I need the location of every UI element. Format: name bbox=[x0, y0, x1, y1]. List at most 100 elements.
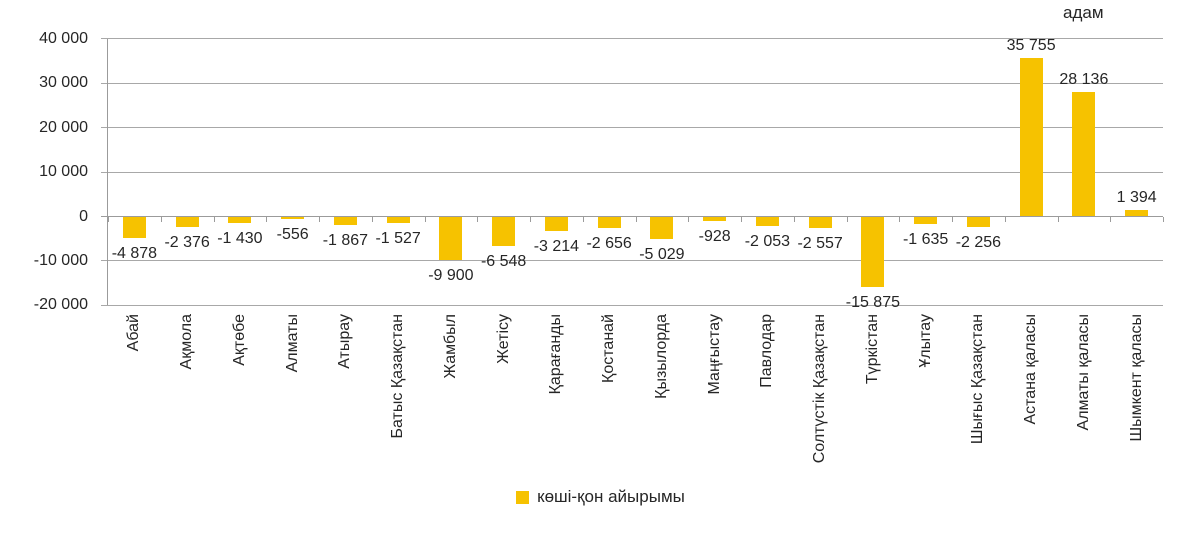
bar bbox=[597, 216, 621, 229]
bar-value-label: -2 053 bbox=[744, 232, 791, 250]
bar-value-label: -556 bbox=[276, 225, 309, 243]
category-label: Жамбыл bbox=[441, 314, 459, 379]
gridline bbox=[101, 216, 1163, 217]
bar bbox=[386, 216, 410, 224]
bar-value-label: -3 214 bbox=[533, 237, 580, 255]
bar-value-label: -4 878 bbox=[111, 245, 158, 263]
bar bbox=[914, 216, 938, 224]
category-axis-tick bbox=[846, 217, 848, 222]
gridline bbox=[101, 304, 1163, 306]
bar-value-label: -1 635 bbox=[902, 230, 949, 248]
bar-value-label: -928 bbox=[698, 227, 731, 245]
category-axis-tick bbox=[266, 217, 268, 222]
gridline bbox=[101, 127, 1163, 129]
y-axis-tick-label: 0 bbox=[79, 207, 88, 225]
gridline bbox=[101, 171, 1163, 173]
category-label: Ақмола bbox=[178, 314, 196, 370]
category-label: Батыс Қазақстан bbox=[389, 314, 407, 439]
bar-value-label: -5 029 bbox=[639, 245, 685, 263]
category-label: Қарағанды bbox=[547, 314, 565, 395]
category-axis-tick bbox=[899, 217, 901, 222]
bar bbox=[650, 216, 674, 239]
category-axis-tick bbox=[424, 217, 426, 222]
legend-color-swatch bbox=[516, 490, 530, 504]
category-axis-tick bbox=[1004, 217, 1006, 222]
gridline bbox=[101, 260, 1163, 262]
category-label: Ұлытау bbox=[916, 314, 934, 368]
bar bbox=[703, 216, 727, 221]
bar bbox=[439, 216, 463, 261]
bar bbox=[122, 216, 146, 239]
category-label: Астана қаласы bbox=[1022, 314, 1040, 425]
category-label: Жетісу bbox=[494, 314, 512, 364]
category-label: Алматы қаласы bbox=[1074, 314, 1092, 431]
category-axis-tick bbox=[530, 217, 531, 222]
category-axis-tick bbox=[477, 217, 479, 222]
bar-value-label: -9 900 bbox=[428, 267, 474, 285]
bar-value-label: -1 527 bbox=[375, 230, 421, 248]
y-axis-tick-label: -10 000 bbox=[33, 251, 88, 269]
category-label: Алматы bbox=[283, 314, 301, 373]
bar-value-label: -15 875 bbox=[845, 293, 900, 311]
category-axis-tick bbox=[319, 217, 320, 222]
bar-value-label: -2 256 bbox=[955, 233, 1002, 251]
category-label: Түркістан bbox=[863, 314, 881, 385]
legend: көші-қон айырымы bbox=[0, 487, 1201, 507]
category-label: Маңғыстау bbox=[705, 314, 723, 395]
bar bbox=[1072, 91, 1096, 217]
category-axis-tick bbox=[108, 217, 109, 222]
y-axis-tick-label: 40 000 bbox=[39, 29, 88, 47]
bar bbox=[755, 216, 779, 226]
category-axis-tick bbox=[635, 217, 637, 222]
y-axis-line bbox=[107, 38, 108, 306]
category-label: Шығыс Қазақстан bbox=[969, 314, 987, 445]
bar bbox=[1019, 57, 1043, 217]
category-axis-tick bbox=[1163, 217, 1164, 222]
y-axis-tick-label: 10 000 bbox=[39, 163, 88, 181]
gridline bbox=[101, 82, 1163, 84]
bar-value-label: -2 376 bbox=[164, 234, 210, 252]
category-label: Қызылорда bbox=[652, 314, 670, 399]
category-label: Абай bbox=[125, 314, 143, 352]
bar bbox=[175, 216, 199, 228]
category-axis-tick bbox=[688, 217, 690, 222]
axis-unit-label: адам bbox=[1063, 3, 1104, 22]
bar bbox=[1125, 210, 1149, 217]
gridline bbox=[101, 38, 1163, 40]
bar bbox=[492, 216, 516, 246]
bar-value-label: 1 394 bbox=[1116, 189, 1157, 207]
bar-value-label: -6 548 bbox=[480, 252, 527, 270]
category-axis-tick bbox=[1057, 217, 1059, 222]
y-axis-tick-label: -20 000 bbox=[33, 296, 88, 314]
category-label: Солтүстік Қазақстан bbox=[811, 314, 829, 464]
bar bbox=[333, 216, 357, 225]
bar bbox=[861, 216, 885, 287]
bar bbox=[281, 216, 305, 219]
category-label: Шымкент қаласы bbox=[1127, 314, 1145, 442]
category-axis-tick bbox=[582, 217, 584, 222]
bar-value-label: -1 430 bbox=[217, 229, 263, 247]
category-label: Ақтөбе bbox=[230, 314, 248, 366]
category-label: Қостанай bbox=[600, 314, 618, 383]
bar bbox=[544, 216, 568, 231]
category-axis-tick bbox=[160, 217, 162, 222]
bar-value-label: 28 136 bbox=[1059, 70, 1109, 88]
category-label: Павлодар bbox=[758, 314, 776, 388]
category-axis-tick bbox=[952, 217, 953, 222]
category-axis-tick bbox=[793, 217, 795, 222]
category-axis-tick bbox=[1110, 217, 1112, 222]
bar bbox=[966, 216, 990, 227]
category-axis-tick bbox=[371, 217, 373, 222]
category-axis-tick bbox=[741, 217, 742, 222]
bar-value-label: 35 755 bbox=[1006, 36, 1056, 54]
bar bbox=[228, 216, 252, 223]
category-axis-tick bbox=[213, 217, 215, 222]
bar-value-label: -2 557 bbox=[797, 234, 843, 252]
y-axis-tick-label: 30 000 bbox=[39, 74, 88, 92]
bar bbox=[808, 216, 832, 228]
legend-series-label: көші-қон айырымы bbox=[537, 487, 685, 506]
bar-value-label: -1 867 bbox=[322, 231, 369, 249]
category-label: Атырау bbox=[336, 314, 354, 369]
